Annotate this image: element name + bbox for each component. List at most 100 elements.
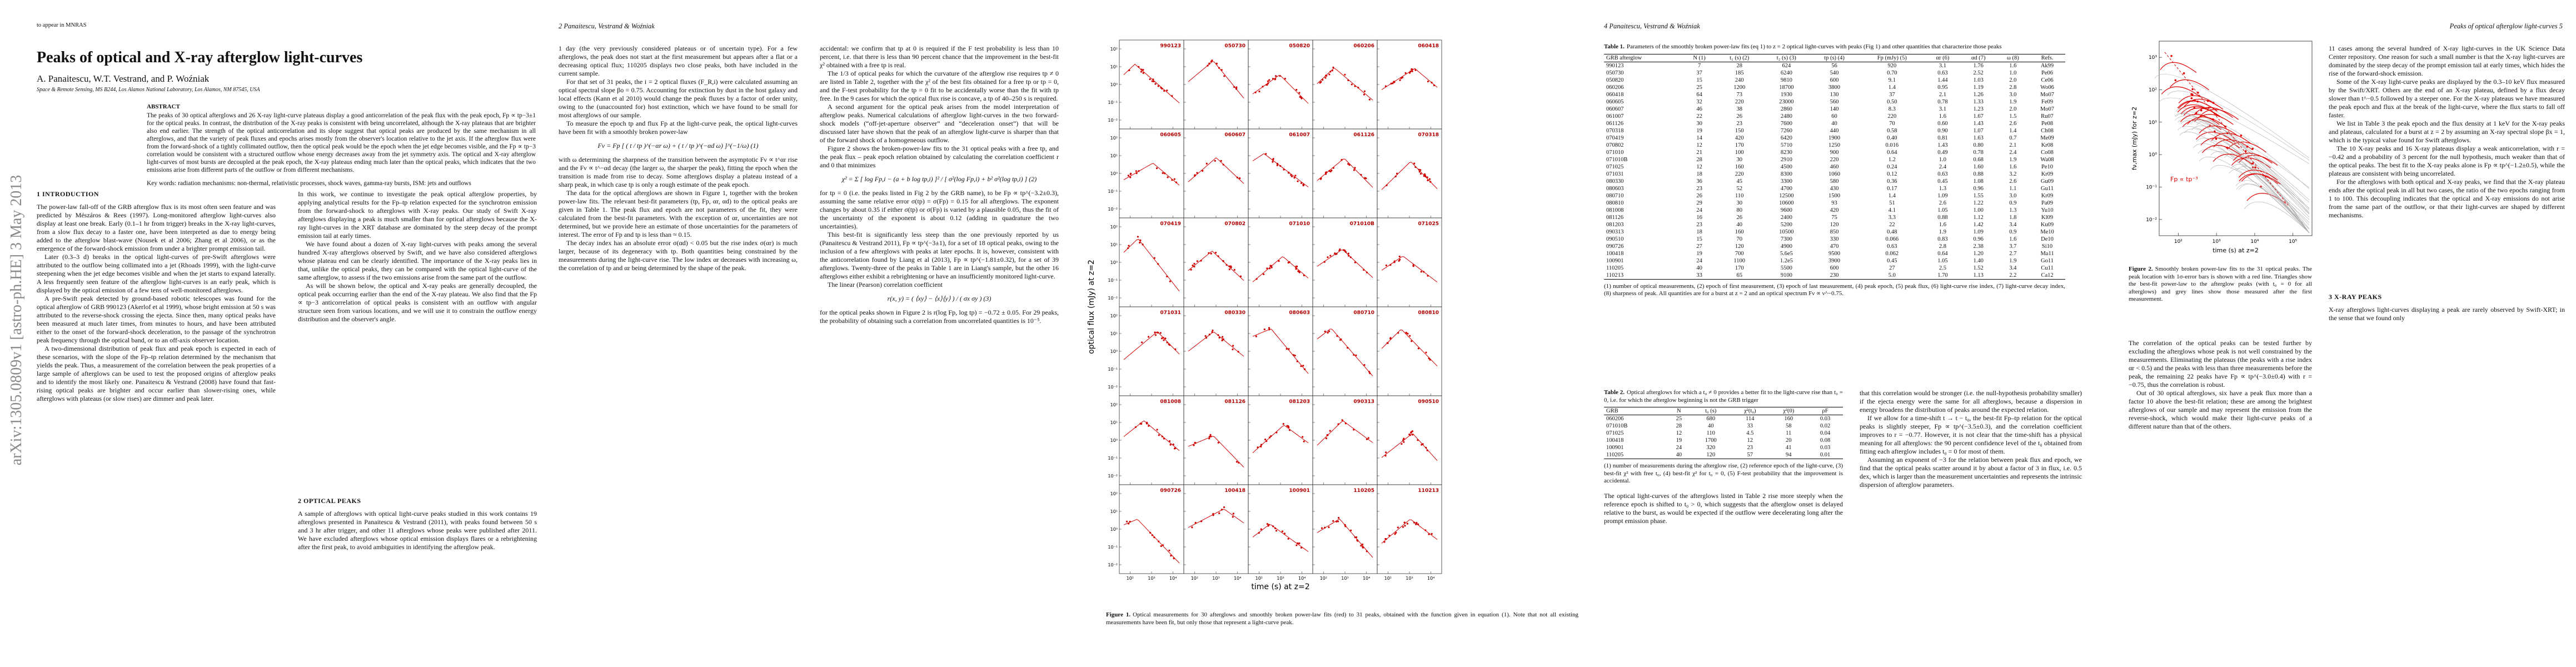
table-cell: 0.90 [1937, 127, 1948, 134]
data-point [1163, 339, 1165, 341]
x-tick-label: 10³ [1341, 576, 1348, 581]
data-point [1169, 444, 1172, 446]
table-cell: 080710 [1606, 192, 1624, 199]
data-point [1294, 355, 1296, 357]
data-point [1190, 268, 1192, 271]
data-point [1409, 335, 1411, 337]
fit-curve [1252, 75, 1309, 104]
table-cell: Gu11 [2041, 185, 2054, 192]
table-cell: 1.6 [1939, 113, 1947, 120]
fit-curve [1381, 330, 1438, 366]
figure-caption: Figure 1. Optical measurements for 30 aft… [1106, 611, 1578, 626]
data-point [1222, 163, 1224, 166]
column: In this work, we continue to investigate… [298, 190, 537, 551]
data-point [1154, 334, 1157, 336]
data-point [1282, 423, 1284, 425]
table-row: 100418 19 700 5.6e5 9500 0.062 0.64 1.20 2.7 Ma11 [1604, 250, 2065, 257]
table-cell: 12500 [1779, 192, 1794, 199]
table-cell: 2.0 [2009, 106, 2017, 112]
data-point [1411, 68, 1413, 71]
data-point [1414, 69, 1417, 71]
table-cell: 1.13 [1960, 271, 1997, 280]
table-cell: 4.1 [1888, 207, 1896, 213]
panel-frame [1183, 395, 1249, 485]
data-point [1266, 523, 1269, 525]
data-point [1168, 549, 1170, 551]
table-cell: 2400 [1780, 214, 1792, 221]
data-point [1270, 266, 1273, 268]
peak-fit [2161, 86, 2201, 97]
table-cell: 081203 [1606, 221, 1624, 228]
data-point [1134, 426, 1137, 429]
grey-fit [2210, 151, 2310, 233]
table-row: 060206 25 680 114 160 0.03 [1604, 415, 1843, 423]
table-row: 080603 23 52 4700 430 0.17 1.3 0.96 1.1 Gu11 [1604, 185, 2065, 192]
data-point [1429, 181, 1432, 183]
grey-fit [2178, 118, 2310, 203]
data-point [1397, 526, 1399, 529]
peak-fit [2178, 101, 2218, 112]
data-point [1153, 257, 1155, 259]
peak-fit [2180, 106, 2220, 117]
table-cell: 240 [1735, 77, 1744, 83]
data-point [1402, 439, 1404, 441]
paragraph: Figure 2 shows the broken-power-law fits… [820, 145, 1059, 169]
table-cell: 4900 [1780, 243, 1792, 250]
data-point [1162, 544, 1164, 546]
y-tick-label: 10⁻² [1108, 207, 1118, 212]
table-note: (1) number of optical measurements, (2) … [1604, 282, 2065, 297]
paragraph: that this correlation would be stronger … [1860, 389, 2082, 414]
data-point [1211, 331, 1213, 333]
data-point [1420, 271, 1422, 273]
fit-curve [1188, 157, 1244, 184]
table-cell: 1.6 [1939, 221, 1947, 228]
data-point [1202, 170, 1204, 172]
panel-label: 080710 [1353, 310, 1374, 316]
y-tick-label: 10¹ [1110, 509, 1118, 514]
table-cell: 3900 [1828, 257, 1841, 264]
data-point [1154, 331, 1156, 334]
table-cell: 3.0 [2009, 192, 2017, 199]
paragraph: The decay index has an absolute error σ(… [559, 239, 798, 272]
data-point [1419, 169, 1422, 171]
panel-label: 071031 [1160, 310, 1181, 316]
table-cell: 110205 [1604, 451, 1667, 459]
table-cell: 1.5 [2009, 113, 2017, 120]
data-point [1232, 512, 1235, 515]
table-cell: Wa08 [2040, 156, 2054, 163]
table-cell: 0.36 [1887, 178, 1897, 185]
data-point [1235, 461, 1238, 463]
table-cell: 9100 [1763, 271, 1810, 280]
paragraph: The correlation of the optical peaks can… [2129, 339, 2312, 389]
data-point [1300, 546, 1303, 549]
arxiv-strip: arXiv:1305.0809v1 [astro-ph.HE] 3 May 20… [6, 0, 28, 667]
abstract: ABSTRACT The peaks of 30 optical aftergl… [147, 103, 536, 187]
paragraph: accidental: we confirm that tp at 0 is r… [820, 44, 1059, 69]
data-point [1266, 267, 1268, 270]
table-cell: 0.12 [1887, 171, 1897, 177]
data-point [1353, 354, 1355, 356]
data-point [1172, 444, 1174, 446]
data-point [1403, 441, 1405, 443]
grey-fit [2210, 165, 2310, 233]
data-point [1254, 91, 1257, 93]
table-cell: 57 [1730, 451, 1770, 459]
data-point [1258, 90, 1260, 93]
table-cell: 1.33 [1973, 98, 1984, 105]
panel-label: 050730 [1224, 43, 1245, 49]
table-cell: 2.8 [1939, 243, 1947, 250]
table-cell: 1.23 [1973, 106, 1984, 112]
table-cell: 15 [1696, 77, 1702, 83]
paragraph: A sample of afterglows with optical ligh… [298, 510, 537, 551]
table-cell: 0.9 [2009, 200, 2017, 206]
data-point [1214, 160, 1216, 162]
fit-curve [1123, 163, 1180, 186]
panel-label: 071025 [1418, 221, 1439, 227]
table-cell: 1.3 [2009, 207, 2017, 213]
data-point [1329, 170, 1332, 173]
table-cell: 3800 [1828, 84, 1841, 91]
table-cell: 1.60 [1973, 163, 1984, 170]
data-point [1157, 85, 1159, 87]
table-cell: 0.83 [1937, 236, 1948, 242]
